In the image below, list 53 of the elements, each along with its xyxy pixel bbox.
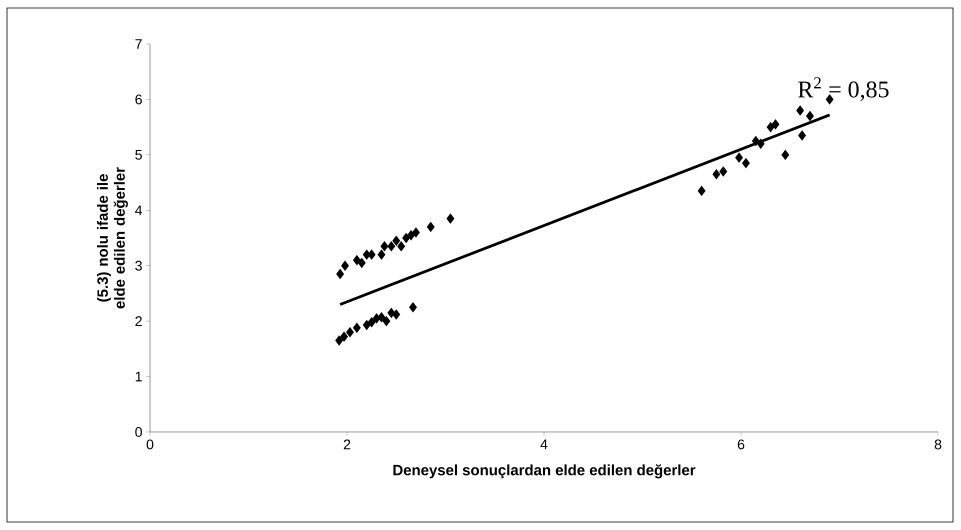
point bbox=[742, 158, 750, 168]
point bbox=[826, 94, 834, 105]
point bbox=[735, 152, 743, 163]
point bbox=[752, 136, 760, 146]
point bbox=[346, 327, 354, 338]
point bbox=[796, 105, 804, 116]
point bbox=[335, 335, 344, 346]
point bbox=[756, 138, 765, 149]
y-tick-label: 1 bbox=[136, 372, 142, 382]
point bbox=[409, 302, 417, 312]
point bbox=[402, 232, 410, 244]
x-axis-title: Deneysel sonuçlardan elde edilen değerler bbox=[393, 464, 696, 478]
point bbox=[397, 241, 406, 252]
y-tick-label: 7 bbox=[135, 39, 142, 49]
point bbox=[380, 241, 388, 252]
point bbox=[426, 222, 435, 232]
point bbox=[781, 150, 790, 160]
y-tick-label: 6 bbox=[135, 94, 142, 104]
point bbox=[698, 186, 706, 196]
x-tick-label: 2 bbox=[344, 439, 350, 450]
point bbox=[358, 258, 366, 268]
point bbox=[378, 312, 386, 322]
point bbox=[341, 260, 349, 271]
point bbox=[806, 110, 814, 122]
point bbox=[412, 227, 420, 238]
point bbox=[336, 268, 344, 280]
point bbox=[368, 317, 376, 328]
point bbox=[719, 166, 728, 177]
x-tick-label: 6 bbox=[738, 439, 744, 450]
point bbox=[352, 254, 361, 266]
point bbox=[392, 309, 400, 320]
x-tick-label: 0 bbox=[146, 439, 154, 450]
x-tick-label: 8 bbox=[934, 439, 942, 450]
point bbox=[798, 130, 806, 141]
y-tick-label: 4 bbox=[135, 205, 142, 216]
point bbox=[378, 249, 386, 260]
y-tick-label: 2 bbox=[135, 316, 142, 326]
point bbox=[382, 316, 390, 326]
point bbox=[352, 322, 361, 333]
y-axis-title: (5.3) nolu ifade ile elde edilen değerler bbox=[96, 167, 128, 308]
y-tick-label: 0 bbox=[135, 427, 142, 437]
point bbox=[387, 241, 396, 252]
point bbox=[392, 236, 400, 246]
point bbox=[712, 169, 720, 180]
point bbox=[340, 331, 348, 342]
y-tick-label: 3 bbox=[135, 260, 142, 271]
point bbox=[368, 249, 376, 260]
x-tick-label: 4 bbox=[540, 440, 548, 450]
point bbox=[772, 119, 780, 130]
y-tick-label: 5 bbox=[135, 150, 142, 160]
annotation: R$^{2}$ = 0,85 bbox=[798, 77, 889, 101]
point bbox=[362, 320, 371, 330]
point bbox=[446, 213, 454, 224]
